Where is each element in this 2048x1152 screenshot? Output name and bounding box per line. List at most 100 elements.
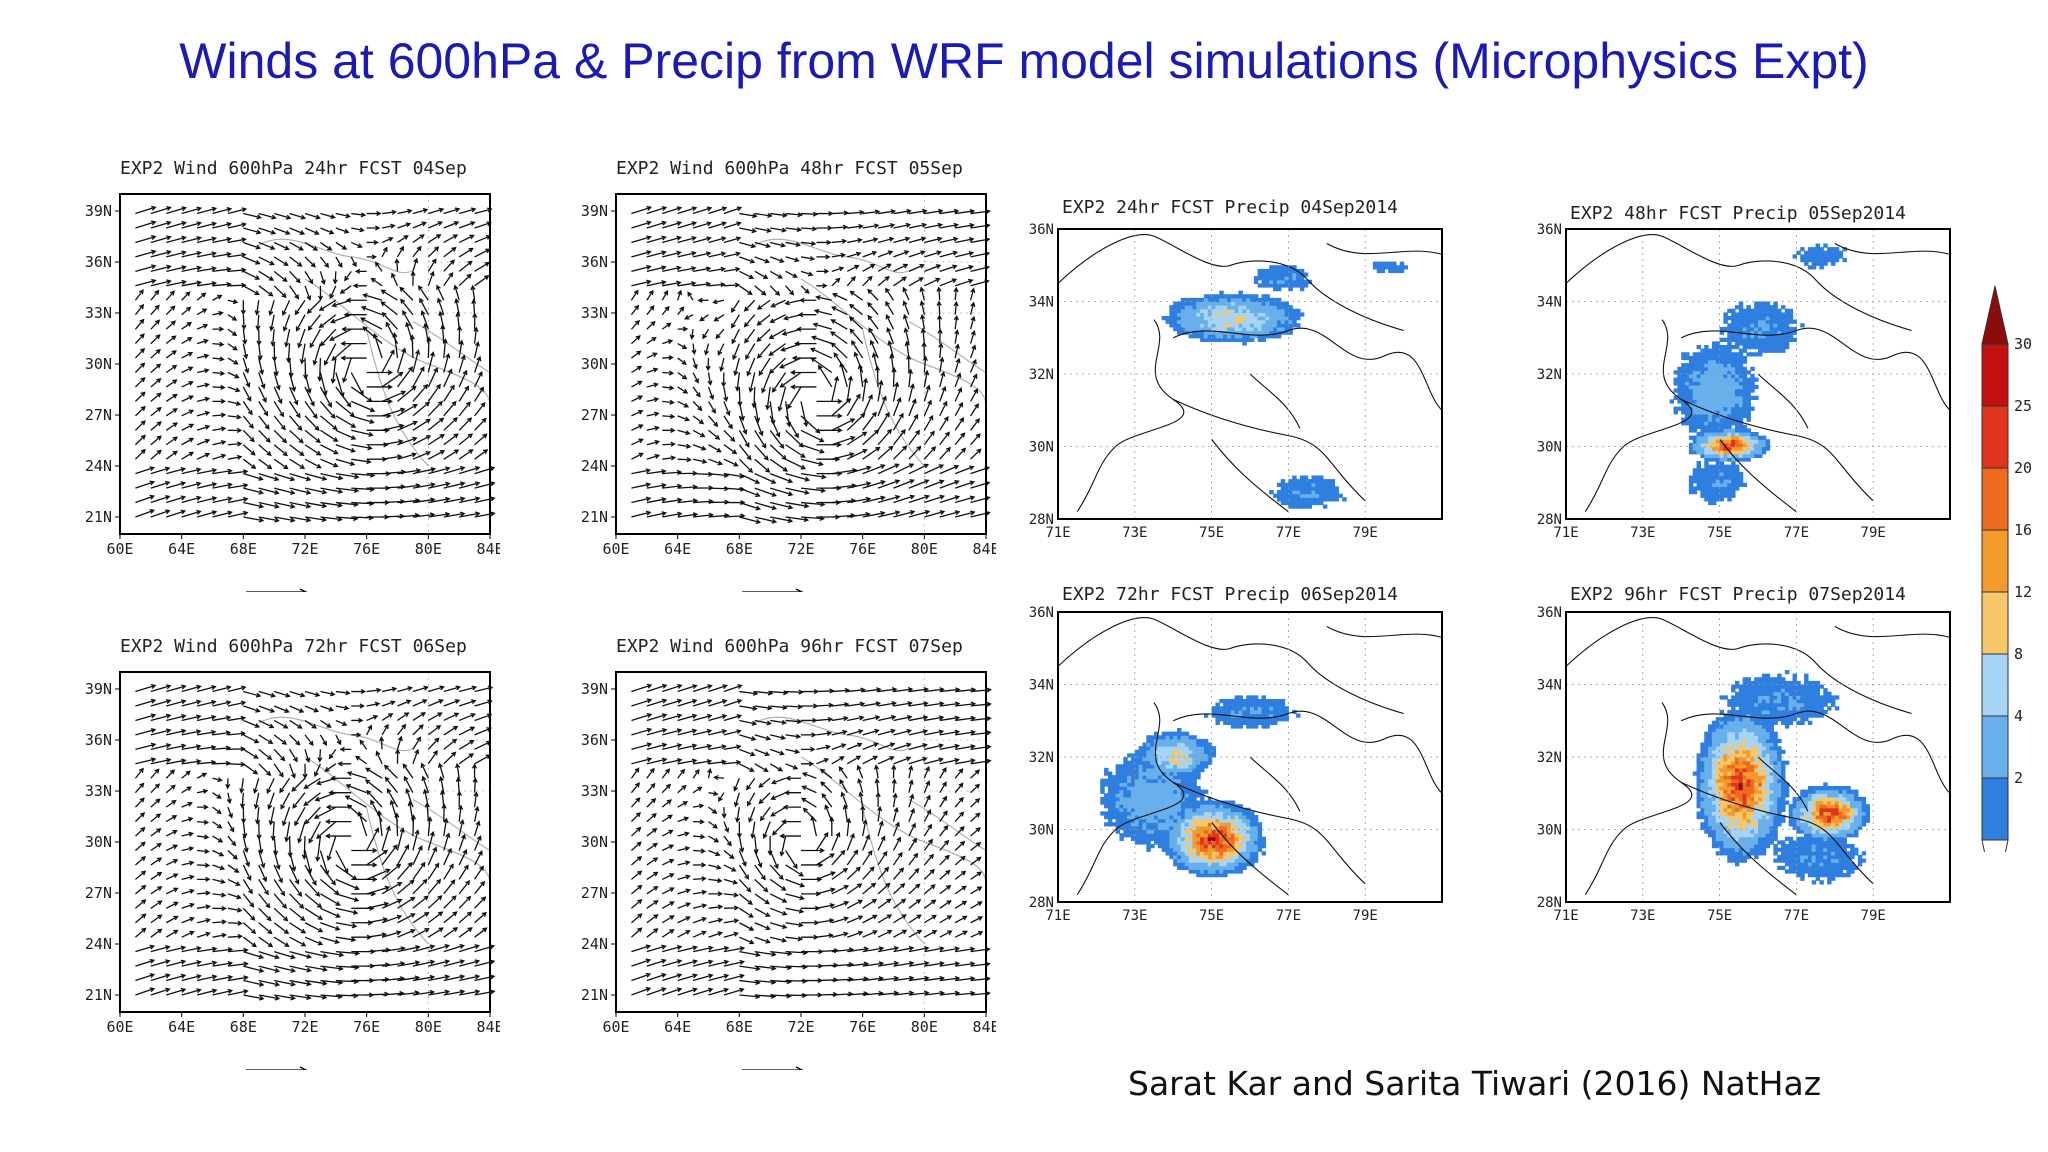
precip-cell [1711,399,1717,404]
wind-arrow [693,862,707,868]
precip-cell [1773,334,1778,339]
precip-cell [1296,497,1301,502]
precip-cell [1123,775,1128,780]
wind-arrow [862,946,885,953]
wind-arrow [891,764,897,779]
wind-arrow [939,900,952,909]
wind-arrow [831,467,858,475]
precip-cell [1758,330,1763,335]
precip-cell [1238,294,1243,299]
precip-cell [1788,334,1794,339]
wind-arrow [939,250,959,258]
wind-arrow [268,300,275,317]
precip-cell [1746,432,1751,437]
wind-arrow [877,263,892,272]
precip-cell [1758,301,1763,306]
precip-cell [1688,442,1694,448]
wind-arrow [458,247,474,258]
precip-cell [1215,847,1220,852]
precip-cell [1731,432,1736,437]
precip-cell [1765,446,1771,451]
precip-cell [1119,836,1124,841]
wind-arrow [424,802,430,822]
precip-cell [1146,825,1151,831]
precip-cell [1150,829,1155,834]
precip-cell [1754,377,1759,382]
precip-cell [1704,388,1709,393]
precip-cell [1177,807,1182,812]
precip-cell [1746,392,1751,397]
wind-arrow [815,831,829,851]
precip-cell [1688,435,1694,440]
precip-cell [1723,453,1728,458]
precip-cell [1219,337,1224,342]
precip-cell [1781,345,1786,350]
wind-arrow [443,738,458,750]
precip-cell [1777,308,1782,313]
precip-cell [1142,764,1147,769]
precip-cell [1223,702,1228,707]
precip-cell [1234,709,1240,715]
precip-cell [1719,403,1725,408]
wind-arrow [970,769,980,779]
wind-arrow [134,927,147,938]
wind-arrow [630,841,642,851]
precip-cell [1119,818,1124,823]
precip-cell [1142,833,1147,838]
wind-arrow [135,698,157,707]
wind-arrow [801,688,820,695]
wind-arrow [677,831,690,837]
wind-arrow [165,829,178,837]
precip-cell [1827,247,1832,252]
precip-cell [1746,377,1751,382]
precip-cell [1253,833,1259,838]
precip-cell [1685,406,1690,411]
precip-cell [1223,854,1228,860]
precip-cell [1161,316,1167,321]
wind-arrow [181,481,202,489]
precip-cell [1104,796,1109,802]
precip-cell [1192,851,1197,856]
precip-cell [1788,308,1794,313]
wind-arrow [953,314,959,330]
wind-arrow [351,415,375,425]
precip-cell [1119,822,1124,827]
wind-arrow [877,275,890,287]
wind-arrow [847,481,872,489]
wind-arrow [304,864,317,886]
precip-cell [1138,767,1144,773]
precip-cell [1322,493,1328,498]
precip-cell [1150,789,1155,794]
precip-cell [1165,764,1170,769]
precip-cell [1704,424,1709,429]
wind-arrow [877,428,893,446]
border-line [366,329,429,467]
precip-cell [1134,789,1140,794]
wind-arrow [313,763,322,778]
wind-arrow [150,828,162,837]
precip-cell [1154,749,1159,754]
wind-arrow [212,878,226,884]
wind-arrow [474,896,487,909]
precip-cell [1719,392,1725,397]
wind-arrow [299,343,306,365]
precip-cell [1280,482,1286,487]
precip-cell [1742,410,1748,415]
precip-cell [1715,341,1721,346]
wind-arrow [474,386,485,402]
wind-arrow [181,495,202,504]
wind-arrow [258,212,277,220]
precip-cell [1708,468,1713,473]
precip-cell [1715,457,1721,462]
wind-arrow [631,409,644,417]
precip-cell [1119,825,1124,831]
wind-arrow [677,400,690,408]
wind-arrow [150,886,163,895]
wind-arrow [366,701,381,707]
wind-arrow [473,341,480,359]
precip-cell [1727,388,1732,393]
precip-cell [1196,330,1201,335]
precip-cell [1215,713,1220,718]
precip-cell [1681,381,1686,386]
precip-cell [1708,457,1713,462]
